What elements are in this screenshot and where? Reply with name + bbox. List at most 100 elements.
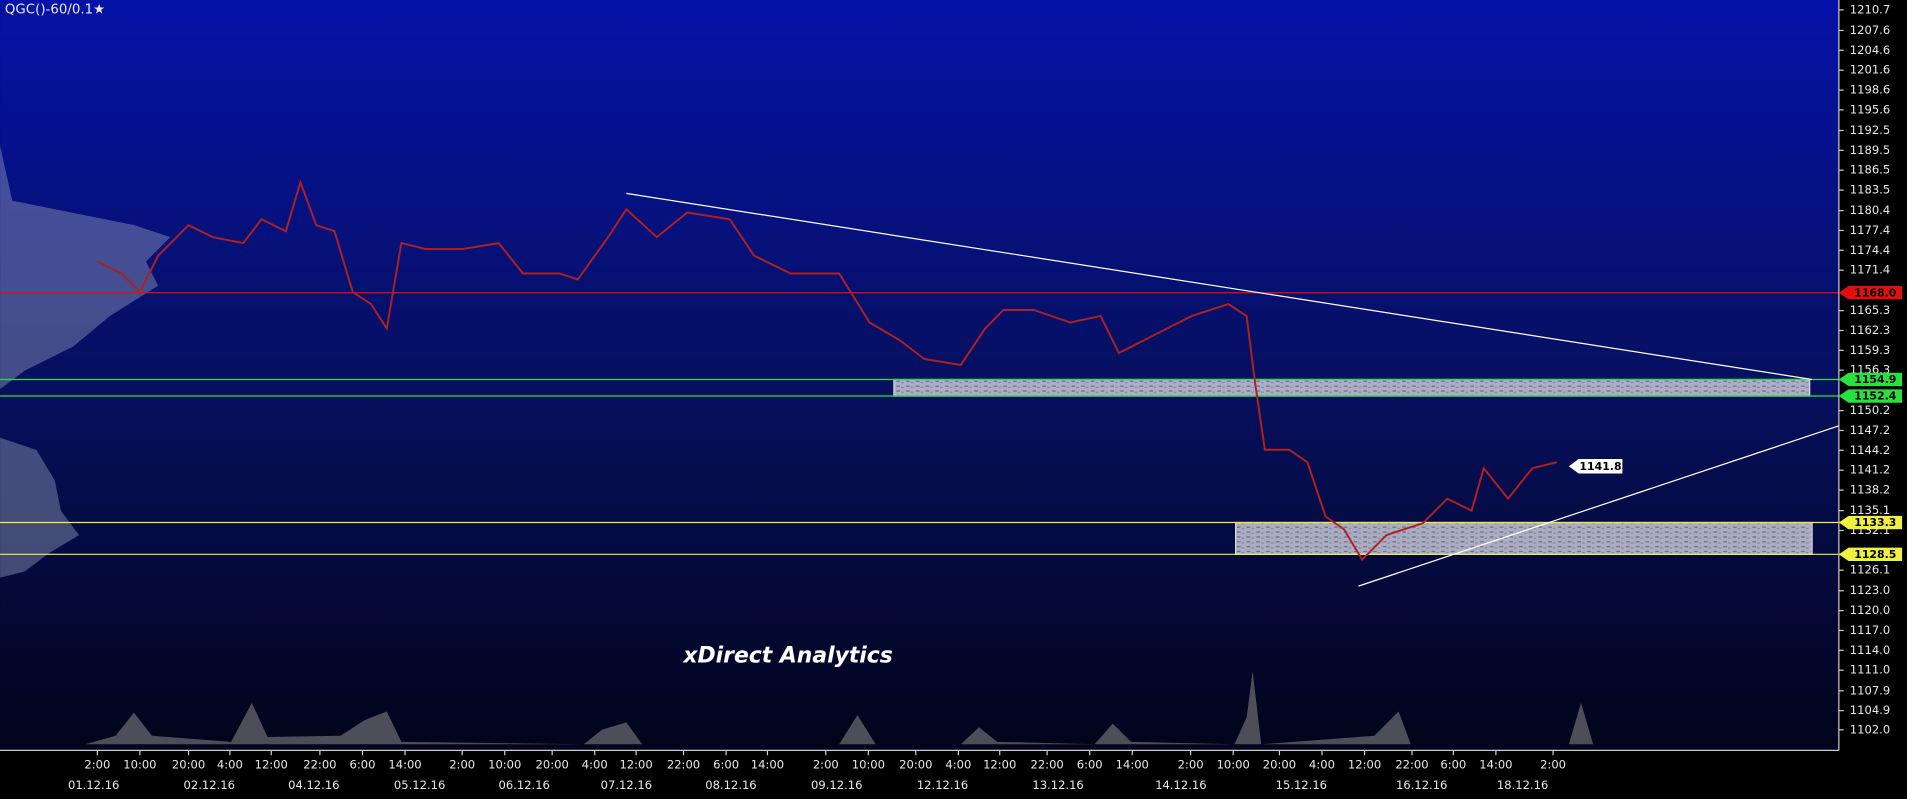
level-tag-label: 1168.0 [1854, 286, 1897, 299]
x-tick-label: 20:00 [172, 757, 205, 771]
date-label: 06.12.16 [498, 778, 549, 792]
y-tick-label: 1210.7 [1850, 2, 1890, 16]
x-tick-label: 2:00 [84, 757, 110, 771]
date-label: 15.12.16 [1276, 778, 1327, 792]
y-tick-label: 1114.0 [1850, 643, 1890, 657]
y-tick-label: 1204.6 [1850, 43, 1890, 57]
last-price-tag [1568, 458, 1623, 474]
y-tick-label: 1111.0 [1850, 663, 1890, 677]
y-tick-label: 1141.2 [1850, 463, 1890, 477]
y-tick-label: 1107.9 [1850, 683, 1890, 697]
date-label: 09.12.16 [811, 778, 862, 792]
y-tick-label: 1192.5 [1850, 123, 1890, 137]
x-tick-label: 10:00 [1217, 757, 1250, 771]
trend-line [1358, 425, 1840, 587]
y-tick-label: 1174.4 [1850, 243, 1890, 257]
x-tick-label: 14:00 [388, 757, 421, 771]
x-tick-label: 10:00 [123, 757, 156, 771]
y-tick-label: 1162.3 [1850, 323, 1890, 337]
x-tick-label: 6:00 [349, 757, 375, 771]
level-tag [1838, 515, 1903, 530]
y-tick-label: 1195.6 [1850, 102, 1890, 116]
level-tag [1838, 372, 1903, 387]
y-tick-label: 1165.3 [1850, 303, 1890, 317]
x-tick-label: 14:00 [1479, 757, 1512, 771]
level-tag-label: 1152.4 [1854, 390, 1897, 403]
x-tick-label: 6:00 [1077, 757, 1103, 771]
y-tick-label: 1126.1 [1850, 563, 1890, 577]
date-label: 16.12.16 [1396, 778, 1447, 792]
x-tick-label: 20:00 [899, 757, 932, 771]
y-tick-label: 1138.2 [1850, 483, 1890, 497]
x-tick-label: 2:00 [449, 757, 475, 771]
y-tick-label: 1135.1 [1850, 503, 1890, 517]
price-line [96, 179, 1557, 562]
y-tick-label: 1201.6 [1850, 63, 1890, 77]
x-tick-label: 2:00 [1540, 757, 1566, 771]
y-tick-label: 1144.2 [1850, 443, 1890, 457]
y-tick-label: 1186.5 [1850, 163, 1890, 177]
price-zone [1235, 521, 1813, 555]
level-tag-label: 1133.3 [1854, 516, 1896, 529]
date-label: 02.12.16 [184, 778, 235, 792]
date-label: 18.12.16 [1497, 778, 1548, 792]
price-zone [893, 378, 1811, 397]
y-tick-label: 1189.5 [1850, 143, 1890, 157]
x-tick-label: 4:00 [945, 757, 971, 771]
x-tick-label: 14:00 [751, 757, 784, 771]
y-tick-label: 1159.3 [1850, 343, 1890, 357]
y-tick-label: 1104.9 [1850, 703, 1890, 717]
chart-title: QGC()-60/0.1★ [5, 3, 105, 18]
x-tick-label: 22:00 [1031, 757, 1064, 771]
y-tick-label: 1120.0 [1850, 603, 1890, 617]
date-label: 14.12.16 [1155, 778, 1206, 792]
level-tag-label: 1154.9 [1854, 373, 1896, 386]
x-tick-label: 22:00 [303, 757, 336, 771]
x-tick-label: 4:00 [582, 757, 608, 771]
x-tick-label: 4:00 [217, 757, 243, 771]
level-tag-label: 1128.5 [1854, 548, 1896, 561]
volume-histogram [85, 671, 1594, 745]
x-tick-label: 22:00 [667, 757, 700, 771]
x-tick-label: 22:00 [1395, 757, 1428, 771]
y-tick-label: 1183.5 [1850, 183, 1890, 197]
y-tick-label: 1117.0 [1850, 623, 1890, 637]
x-tick-label: 14:00 [1116, 757, 1149, 771]
x-tick-label: 20:00 [536, 757, 569, 771]
trend-line [626, 192, 1813, 381]
y-tick-label: 1147.2 [1850, 423, 1890, 437]
level-tag [1838, 286, 1903, 300]
volume-profile [0, 145, 171, 578]
x-tick-label: 6:00 [713, 757, 739, 771]
x-tick-label: 10:00 [852, 757, 885, 771]
x-tick-label: 4:00 [1309, 757, 1335, 771]
x-tick-label: 12:00 [619, 757, 652, 771]
x-tick-label: 6:00 [1440, 757, 1466, 771]
y-tick-label: 1123.0 [1850, 583, 1890, 597]
y-tick-label: 1207.6 [1850, 23, 1890, 37]
x-tick-label: 20:00 [1263, 757, 1296, 771]
date-label: 08.12.16 [705, 778, 756, 792]
date-label: 01.12.16 [68, 778, 119, 792]
date-label: 05.12.16 [394, 778, 445, 792]
date-label: 04.12.16 [288, 778, 339, 792]
last-price-label: 1141.8 [1579, 460, 1621, 473]
y-tick-label: 1150.2 [1850, 403, 1890, 417]
date-label: 07.12.16 [601, 778, 652, 792]
watermark: xDirect Analytics [682, 644, 892, 669]
x-axis-background [0, 750, 1907, 799]
x-tick-label: 2:00 [1178, 757, 1204, 771]
date-label: 12.12.16 [917, 778, 968, 792]
y-tick-label: 1171.4 [1850, 263, 1890, 277]
y-tick-label: 1198.6 [1850, 83, 1890, 97]
date-label: 13.12.16 [1032, 778, 1083, 792]
level-tag [1838, 389, 1903, 403]
x-tick-label: 12:00 [983, 757, 1016, 771]
x-tick-label: 12:00 [255, 757, 288, 771]
x-tick-label: 10:00 [488, 757, 521, 771]
level-tag [1838, 547, 1903, 562]
x-tick-label: 2:00 [813, 757, 839, 771]
y-tick-label: 1102.0 [1850, 722, 1890, 736]
